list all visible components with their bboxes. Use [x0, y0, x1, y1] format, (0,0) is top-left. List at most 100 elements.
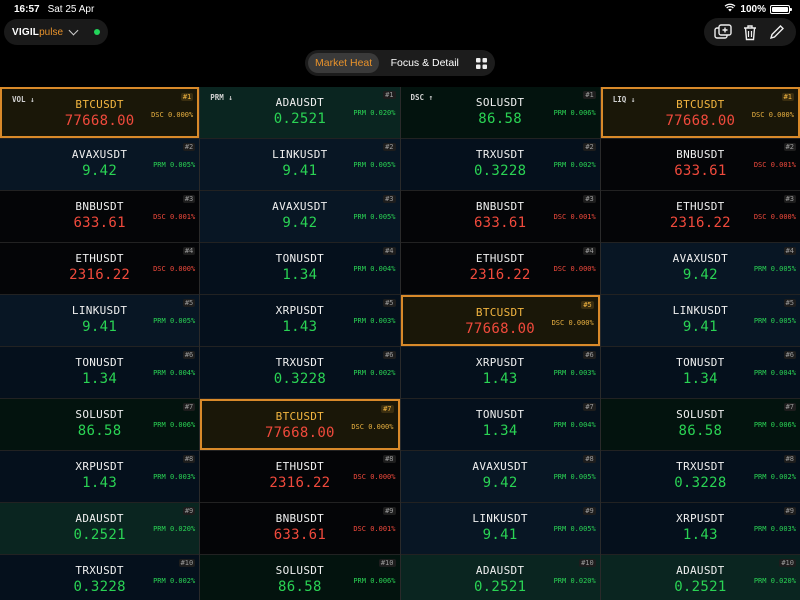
- funding-tag: PRM 0.003%: [153, 473, 196, 481]
- rank-badge: #10: [178, 559, 196, 567]
- ticker-price: 1.43: [682, 527, 718, 543]
- ticker-symbol: LINKUSDT: [272, 148, 328, 161]
- rank-badge: #2: [383, 143, 396, 151]
- ticker-cell[interactable]: #5 LINKUSDT PRM 0.005% 9.41: [600, 295, 800, 346]
- battery-icon: [770, 4, 792, 14]
- funding-tag: PRM 0.005%: [153, 317, 196, 325]
- heat-column: PRM ↓ #1 ADAUSDT PRM 0.020% 0.2521 #2 LINKUSDT…: [200, 87, 400, 600]
- ticker-price: 1.34: [282, 267, 318, 283]
- ticker-cell[interactable]: #10 ADAUSDT PRM 0.020% 0.2521: [400, 555, 600, 600]
- sort-label[interactable]: VOL ↓: [12, 95, 35, 104]
- status-right: 100%: [724, 3, 792, 15]
- ticker-cell[interactable]: #2 BNBUSDT DSC 0.001% 633.61: [600, 139, 800, 190]
- ticker-cell[interactable]: #7 TONUSDT PRM 0.004% 1.34: [400, 399, 600, 450]
- ticker-cell[interactable]: VOL ↓ #1 BTCUSDT DSC 0.000% 77668.00: [0, 87, 200, 138]
- ticker-cell[interactable]: #2 LINKUSDT PRM 0.005% 9.41: [200, 139, 400, 190]
- sort-label[interactable]: LIQ ↓: [612, 95, 636, 104]
- ticker-cell[interactable]: #5 LINKUSDT PRM 0.005% 9.41: [0, 295, 200, 346]
- ticker-cell[interactable]: LIQ ↓ #1 BTCUSDT DSC 0.000% 77668.00: [600, 87, 800, 138]
- ticker-price: 86.58: [478, 111, 522, 127]
- ticker-price: 2316.22: [69, 267, 131, 283]
- grid-view-icon[interactable]: [470, 53, 492, 73]
- ticker-cell[interactable]: #5 BTCUSDT DSC 0.000% 77668.00: [400, 295, 600, 346]
- funding-tag: PRM 0.020%: [753, 577, 796, 585]
- ticker-cell[interactable]: #9 BNBUSDT DSC 0.001% 633.61: [200, 503, 400, 554]
- ticker-cell[interactable]: #7 SOLUSDT PRM 0.006% 86.58: [0, 399, 200, 450]
- ticker-symbol: AVAXUSDT: [672, 252, 729, 265]
- ticker-cell[interactable]: #10 TRXUSDT PRM 0.002% 0.3228: [0, 555, 200, 600]
- ticker-symbol: ADAUSDT: [475, 564, 525, 577]
- ticker-cell[interactable]: #8 AVAXUSDT PRM 0.005% 9.42: [400, 451, 600, 502]
- ticker-price: 9.41: [82, 319, 118, 335]
- funding-tag: DSC 0.001%: [353, 525, 396, 533]
- ticker-cell[interactable]: #10 ADAUSDT PRM 0.020% 0.2521: [600, 555, 800, 600]
- funding-tag: DSC 0.000%: [151, 111, 194, 119]
- rank-badge: #2: [583, 143, 596, 151]
- ticker-cell[interactable]: #3 BNBUSDT DSC 0.001% 633.61: [0, 191, 200, 242]
- ticker-price: 633.61: [273, 527, 327, 543]
- ticker-cell[interactable]: #4 ETHUSDT DSC 0.000% 2316.22: [400, 243, 600, 294]
- ticker-cell[interactable]: #9 LINKUSDT PRM 0.005% 9.41: [400, 503, 600, 554]
- trash-icon[interactable]: [740, 22, 760, 42]
- ticker-cell[interactable]: #3 ETHUSDT DSC 0.000% 2316.22: [600, 191, 800, 242]
- ticker-cell[interactable]: #7 BTCUSDT DSC 0.000% 77668.00: [200, 399, 400, 450]
- ticker-cell[interactable]: #2 TRXUSDT PRM 0.002% 0.3228: [400, 139, 600, 190]
- rank-badge: #5: [783, 299, 796, 307]
- ticker-cell[interactable]: #6 TONUSDT PRM 0.004% 1.34: [600, 347, 800, 398]
- ticker-cell[interactable]: #9 ADAUSDT PRM 0.020% 0.2521: [0, 503, 200, 554]
- funding-tag: PRM 0.003%: [753, 525, 796, 533]
- funding-tag: PRM 0.004%: [553, 421, 596, 429]
- ticker-cell[interactable]: #8 XRPUSDT PRM 0.003% 1.43: [0, 451, 200, 502]
- ticker-price: 1.43: [82, 475, 118, 491]
- ticker-cell[interactable]: #5 XRPUSDT PRM 0.003% 1.43: [200, 295, 400, 346]
- ticker-cell[interactable]: #6 TONUSDT PRM 0.004% 1.34: [0, 347, 200, 398]
- status-bar: 16:57 Sat 25 Apr 100%: [0, 0, 800, 18]
- ticker-cell[interactable]: PRM ↓ #1 ADAUSDT PRM 0.020% 0.2521: [200, 87, 400, 138]
- funding-tag: PRM 0.005%: [153, 161, 196, 169]
- ticker-cell[interactable]: #2 AVAXUSDT PRM 0.005% 9.42: [0, 139, 200, 190]
- ticker-price: 0.2521: [273, 111, 327, 127]
- ticker-symbol: LINKUSDT: [672, 304, 729, 317]
- sort-label[interactable]: PRM ↓: [210, 93, 233, 102]
- ticker-price: 2316.22: [469, 267, 531, 283]
- ticker-price: 86.58: [678, 423, 723, 439]
- tab-market-heat[interactable]: Market Heat: [308, 53, 380, 73]
- ticker-symbol: BNBUSDT: [275, 512, 325, 525]
- ticker-price: 9.42: [682, 267, 718, 283]
- rank-badge: #5: [581, 301, 594, 309]
- ticker-cell[interactable]: DSC ↑ #1 SOLUSDT PRM 0.006% 86.58: [400, 87, 600, 138]
- add-window-icon[interactable]: [713, 22, 733, 42]
- funding-tag: PRM 0.005%: [353, 213, 396, 221]
- ticker-symbol: TRXUSDT: [75, 564, 124, 577]
- ticker-cell[interactable]: #4 AVAXUSDT PRM 0.005% 9.42: [600, 243, 800, 294]
- funding-tag: PRM 0.020%: [553, 577, 596, 585]
- rank-badge: #10: [779, 559, 796, 567]
- sort-label[interactable]: DSC ↑: [410, 93, 434, 102]
- ticker-cell[interactable]: #7 SOLUSDT PRM 0.006% 86.58: [600, 399, 800, 450]
- rank-badge: #6: [182, 351, 196, 359]
- ticker-symbol: SOLUSDT: [75, 408, 124, 421]
- ticker-cell[interactable]: #3 AVAXUSDT PRM 0.005% 9.42: [200, 191, 400, 242]
- ticker-cell[interactable]: #6 XRPUSDT PRM 0.003% 1.43: [400, 347, 600, 398]
- ticker-cell[interactable]: #6 TRXUSDT PRM 0.002% 0.3228: [200, 347, 400, 398]
- ticker-cell[interactable]: #8 ETHUSDT DSC 0.000% 2316.22: [200, 451, 400, 502]
- ticker-symbol: ETHUSDT: [75, 252, 124, 265]
- rank-badge: #3: [182, 195, 196, 203]
- ticker-cell[interactable]: #10 SOLUSDT PRM 0.006% 86.58: [200, 555, 400, 600]
- ticker-cell[interactable]: #4 TONUSDT PRM 0.004% 1.34: [200, 243, 400, 294]
- ticker-price: 9.42: [482, 475, 518, 491]
- app-switcher[interactable]: VIGIL pulse: [4, 19, 108, 45]
- rank-badge: #7: [381, 405, 394, 413]
- funding-tag: PRM 0.004%: [153, 369, 196, 377]
- ticker-price: 9.41: [282, 163, 318, 179]
- ticker-cell[interactable]: #4 ETHUSDT DSC 0.000% 2316.22: [0, 243, 200, 294]
- ticker-cell[interactable]: #9 XRPUSDT PRM 0.003% 1.43: [600, 503, 800, 554]
- ticker-cell[interactable]: #3 BNBUSDT DSC 0.001% 633.61: [400, 191, 600, 242]
- pencil-icon[interactable]: [767, 22, 787, 42]
- heat-column: DSC ↑ #1 SOLUSDT PRM 0.006% 86.58 #2 TRXUSDT PR…: [400, 87, 600, 600]
- rank-badge: #2: [783, 143, 796, 151]
- ticker-symbol: SOLUSDT: [275, 564, 325, 577]
- ticker-cell[interactable]: #8 TRXUSDT PRM 0.002% 0.3228: [600, 451, 800, 502]
- rank-badge: #8: [383, 455, 396, 463]
- tab-focus-detail[interactable]: Focus & Detail: [390, 57, 459, 69]
